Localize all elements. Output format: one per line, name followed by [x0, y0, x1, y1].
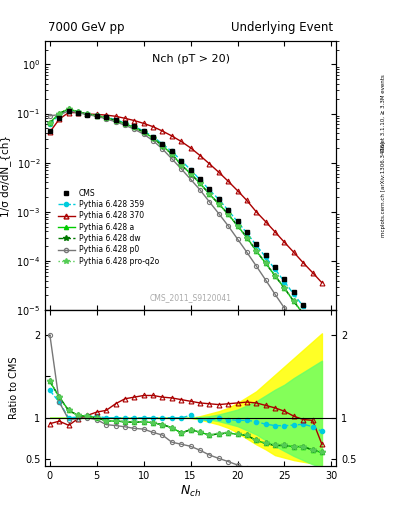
Y-axis label: 1/σ dσ/dN_{ch}: 1/σ dσ/dN_{ch}	[0, 135, 11, 217]
Text: Nch (pT > 20): Nch (pT > 20)	[152, 54, 230, 65]
Text: Rivet 3.1.10, ≥ 3.3M events: Rivet 3.1.10, ≥ 3.3M events	[381, 74, 386, 151]
Y-axis label: Ratio to CMS: Ratio to CMS	[9, 357, 19, 419]
Text: Underlying Event: Underlying Event	[231, 21, 333, 34]
Text: mcplots.cern.ch [arXiv:1306.3436]: mcplots.cern.ch [arXiv:1306.3436]	[381, 142, 386, 237]
Legend: CMS, Pythia 6.428 359, Pythia 6.428 370, Pythia 6.428 a, Pythia 6.428 dw, Pythia: CMS, Pythia 6.428 359, Pythia 6.428 370,…	[55, 186, 162, 269]
Text: CMS_2011_S9120041: CMS_2011_S9120041	[150, 293, 231, 302]
X-axis label: $N_{ch}$: $N_{ch}$	[180, 483, 201, 499]
Text: 7000 GeV pp: 7000 GeV pp	[48, 21, 125, 34]
